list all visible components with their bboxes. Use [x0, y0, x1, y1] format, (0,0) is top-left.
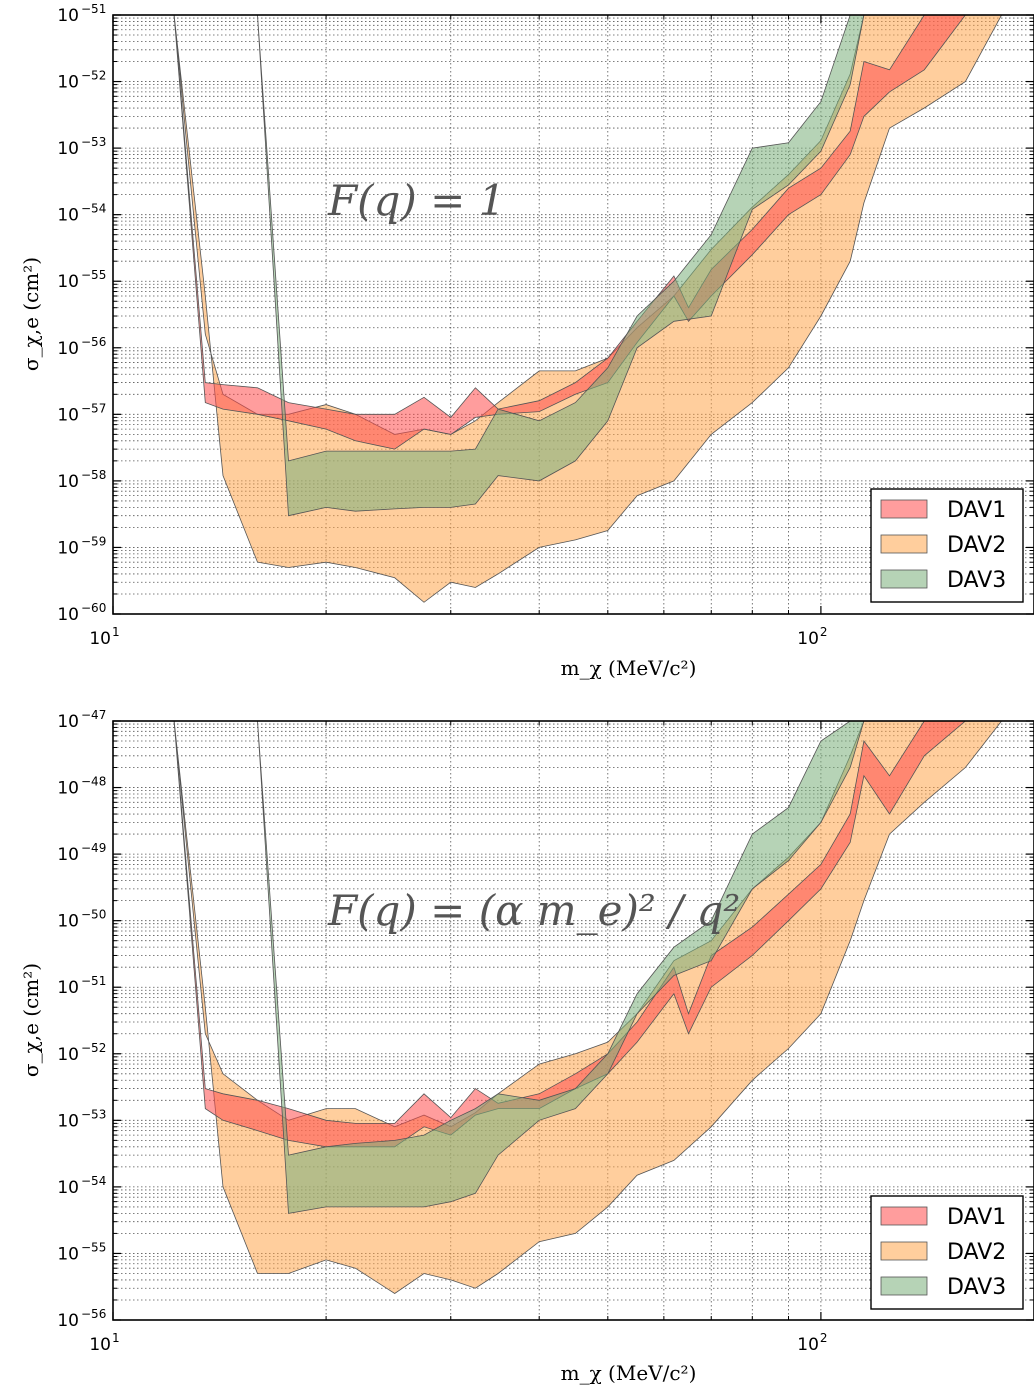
legend-label-dav3: DAV3 — [947, 568, 1006, 593]
y-tick-exponent: −48 — [81, 775, 106, 789]
y-tick-exponent: −51 — [81, 2, 106, 16]
x-tick-exponent: 1 — [112, 625, 120, 639]
legend-label-dav3: DAV3 — [947, 1275, 1006, 1300]
y-tick-exponent: −59 — [81, 534, 106, 548]
y-tick-exponent: −53 — [81, 135, 106, 149]
x-tick-label: 10 — [89, 1335, 111, 1355]
legend-swatch-dav1 — [880, 499, 928, 519]
y-tick-base: 10 — [57, 339, 79, 359]
y-tick-base: 10 — [57, 1178, 79, 1198]
y-tick-label: 10 — [57, 472, 79, 492]
y-tick-base: 10 — [57, 845, 79, 865]
y-tick-base: 10 — [57, 206, 79, 226]
y-tick-label: 10 — [57, 139, 79, 159]
y-tick-exponent: −56 — [81, 1307, 106, 1321]
axes-frame — [112, 720, 1034, 1321]
y-tick-base: 10 — [57, 272, 79, 292]
formula-annotation: F(q) = 1 — [327, 176, 505, 225]
y-tick-label: 10 — [57, 845, 79, 865]
y-tick-label: 10 — [57, 1244, 79, 1264]
y-tick-label: 10 — [57, 538, 79, 558]
y-tick-exponent: −54 — [81, 1174, 106, 1188]
x-axis-label: m_χ (MeV/c²) — [561, 1361, 697, 1385]
band-dav3 — [257, 721, 865, 1214]
y-tick-label: 10 — [57, 1178, 79, 1198]
y-tick-label: 10 — [57, 339, 79, 359]
chart-top: 10−6010−5910−5810−5710−5610−5510−5410−53… — [19, 2, 1034, 680]
x-tick-exponent: 2 — [820, 625, 828, 639]
y-tick-label: 10 — [57, 206, 79, 226]
y-tick-exponent: −56 — [81, 335, 106, 349]
band-dav3 — [257, 15, 865, 517]
y-tick-base: 10 — [57, 405, 79, 425]
y-tick-base: 10 — [57, 1311, 79, 1331]
y-axis-label: σ_χ,e (cm²) — [19, 257, 43, 371]
y-tick-label: 10 — [57, 405, 79, 425]
y-tick-exponent: −49 — [81, 841, 106, 855]
y-tick-base: 10 — [57, 712, 79, 732]
y-axis-label: σ_χ,e (cm²) — [19, 963, 43, 1077]
formula-annotation: F(q) = (α m_e)² / q² — [327, 886, 740, 935]
x-tick-label: 10 — [89, 629, 111, 649]
y-tick-base: 10 — [57, 73, 79, 93]
x-tick-label: 10 — [797, 1335, 819, 1355]
y-tick-exponent: −55 — [81, 268, 106, 282]
y-tick-base: 10 — [57, 1111, 79, 1131]
legend: DAV1 DAV2 DAV3 — [870, 1195, 1024, 1310]
y-tick-exponent: −52 — [81, 1041, 106, 1055]
y-tick-label: 10 — [57, 605, 79, 625]
band-dav1 — [173, 15, 966, 450]
legend-label-dav2: DAV2 — [947, 1240, 1006, 1265]
y-tick-label: 10 — [57, 1111, 79, 1131]
y-tick-label: 10 — [57, 912, 79, 932]
y-tick-base: 10 — [57, 1045, 79, 1065]
y-tick-exponent: −53 — [81, 1107, 106, 1121]
y-tick-exponent: −58 — [81, 468, 106, 482]
y-tick-base: 10 — [57, 912, 79, 932]
chart-bottom: 10−5610−5510−5410−5310−5210−5110−5010−49… — [19, 708, 1034, 1385]
legend-swatch-dav2 — [880, 534, 928, 554]
y-tick-exponent: −54 — [81, 202, 106, 216]
y-tick-base: 10 — [57, 1244, 79, 1264]
legend-label-dav1: DAV1 — [947, 498, 1006, 523]
bands — [173, 15, 1003, 603]
legend: DAV1 DAV2 DAV3 — [870, 488, 1024, 603]
y-tick-base: 10 — [57, 6, 79, 26]
y-tick-base: 10 — [57, 978, 79, 998]
legend-label-dav2: DAV2 — [947, 533, 1006, 558]
legend-swatch-dav1 — [880, 1206, 928, 1226]
y-tick-label: 10 — [57, 1045, 79, 1065]
y-tick-label: 10 — [57, 272, 79, 292]
axes-frame — [112, 14, 1034, 615]
y-tick-base: 10 — [57, 605, 79, 625]
x-tick-label: 10 — [797, 629, 819, 649]
y-tick-label: 10 — [57, 978, 79, 998]
legend-swatch-dav2 — [880, 1241, 928, 1261]
y-tick-label: 10 — [57, 73, 79, 93]
legend-label-dav1: DAV1 — [947, 1205, 1006, 1230]
y-tick-base: 10 — [57, 779, 79, 799]
y-tick-base: 10 — [57, 538, 79, 558]
y-tick-exponent: −57 — [81, 401, 106, 415]
y-tick-label: 10 — [57, 6, 79, 26]
y-tick-exponent: −51 — [81, 974, 106, 988]
y-tick-label: 10 — [57, 779, 79, 799]
y-tick-base: 10 — [57, 139, 79, 159]
x-tick-exponent: 1 — [112, 1331, 120, 1345]
y-tick-exponent: −47 — [81, 708, 106, 722]
y-tick-exponent: −50 — [81, 908, 106, 922]
bands — [173, 721, 1003, 1294]
x-tick-exponent: 2 — [820, 1331, 828, 1345]
legend-swatch-dav3 — [880, 1276, 928, 1296]
y-tick-label: 10 — [57, 712, 79, 732]
x-axis-label: m_χ (MeV/c²) — [561, 656, 697, 680]
y-tick-exponent: −60 — [81, 601, 106, 615]
y-tick-label: 10 — [57, 1311, 79, 1331]
y-tick-base: 10 — [57, 472, 79, 492]
y-tick-exponent: −52 — [81, 69, 106, 83]
legend-swatch-dav3 — [880, 569, 928, 589]
y-tick-exponent: −55 — [81, 1240, 106, 1254]
